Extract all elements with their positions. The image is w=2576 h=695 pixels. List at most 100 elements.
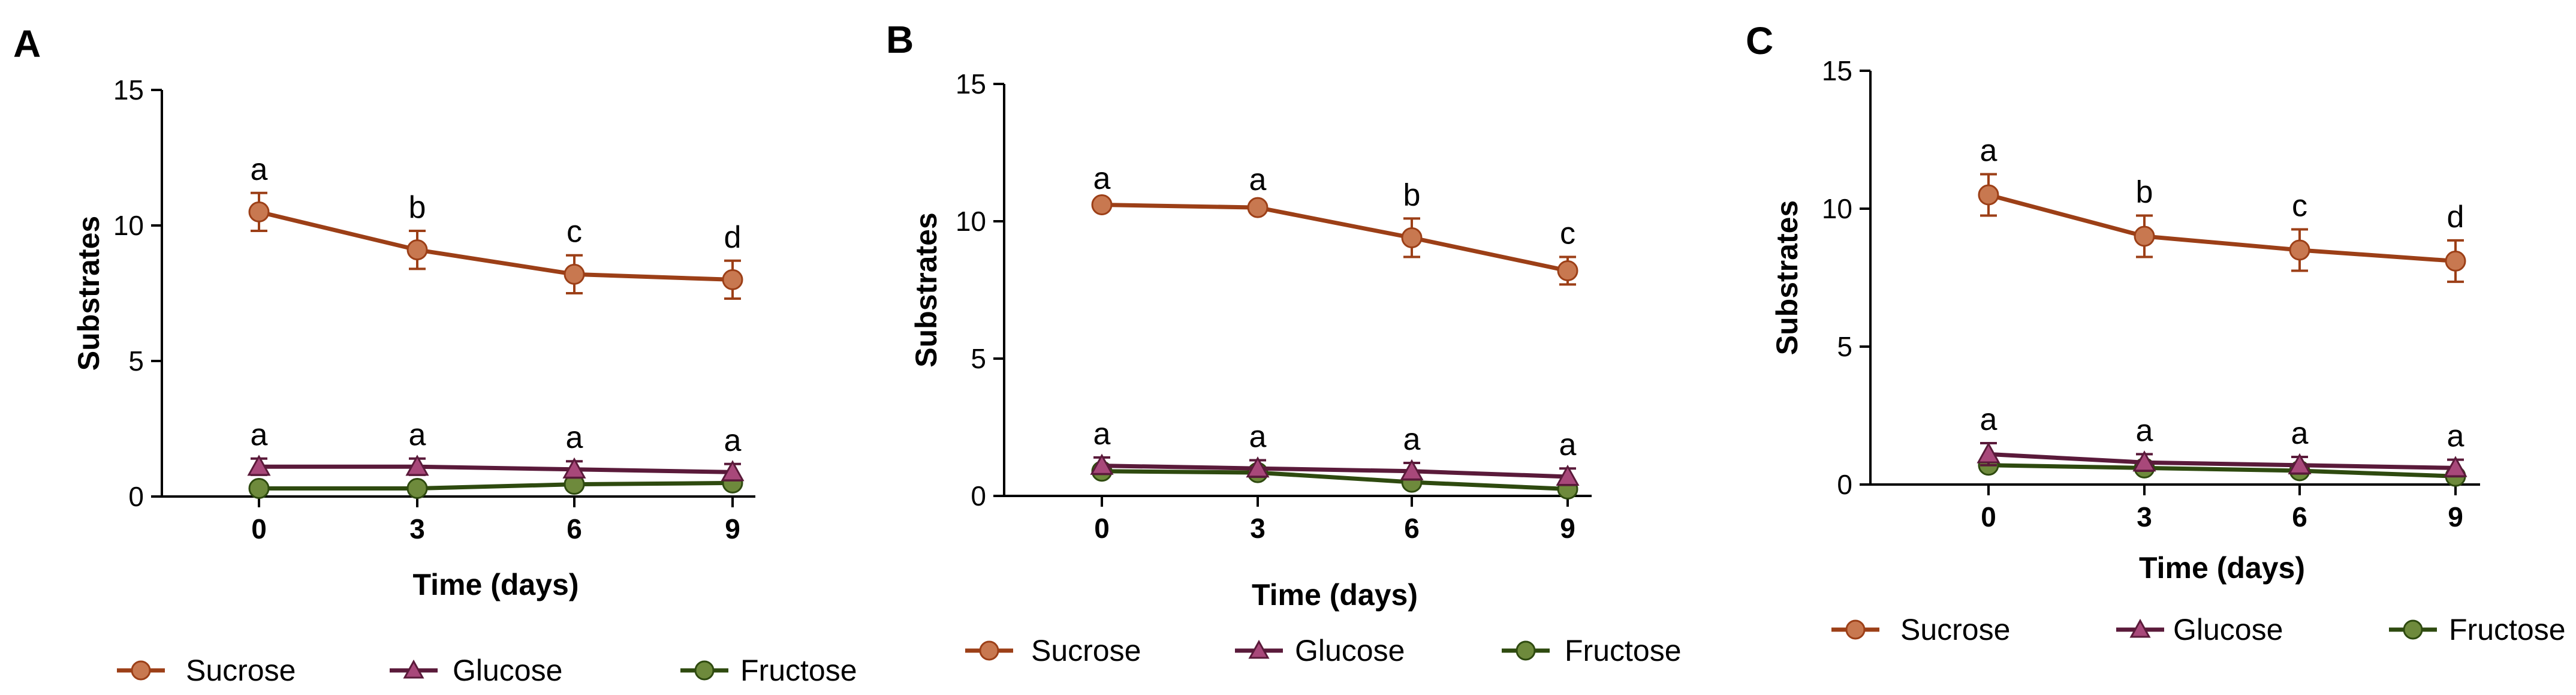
legend-marker	[1845, 619, 1866, 640]
data-point	[2445, 250, 2466, 272]
significance-label: a	[409, 418, 426, 453]
data-point	[2134, 225, 2155, 247]
data-point	[1977, 442, 2000, 464]
chart-panel-a: A 0 5 10 15 0 3 6 9 Time (days) Substrates a a a a a b c d…	[13, 22, 857, 687]
data-point	[1401, 227, 1423, 248]
legend-marker	[2403, 619, 2423, 640]
series-line	[259, 464, 733, 474]
series-sucrose: a b c d	[1978, 134, 2466, 283]
data-point	[405, 455, 429, 476]
series-line	[259, 480, 733, 491]
significance-label: a	[1980, 402, 1997, 437]
panel-letter: C	[1746, 19, 1773, 62]
legend-marker	[1516, 640, 1536, 661]
y-tick-label: 15	[1822, 55, 1852, 86]
significance-label: c	[1560, 216, 1575, 251]
significance-label: a	[1093, 417, 1111, 452]
significance-label: d	[724, 220, 742, 255]
significance-label: a	[2447, 419, 2464, 454]
y-tick-label: 0	[971, 480, 986, 512]
x-axis-title: Time (days)	[2139, 551, 2305, 585]
significance-label: a	[1980, 134, 1997, 169]
legend-marker	[131, 660, 151, 681]
data-point	[1247, 197, 1269, 218]
legend-label: Fructose	[1565, 634, 1682, 667]
legend-item-glucose: Glucose	[390, 654, 562, 687]
x-tick-label: 0	[1981, 501, 1996, 532]
x-tick-label: 9	[725, 513, 740, 544]
x-tick-label: 3	[2137, 501, 2152, 532]
data-point	[2288, 453, 2312, 474]
legend-item-glucose: Glucose	[2116, 613, 2283, 646]
data-point	[1091, 194, 1113, 216]
series-fructose	[248, 472, 743, 499]
series-sucrose: a a b c	[1091, 161, 1578, 286]
significance-label: a	[566, 420, 583, 455]
legend-item-glucose: Glucose	[1235, 634, 1405, 667]
significance-label: a	[1249, 163, 1267, 197]
data-point	[406, 239, 428, 261]
legend-label: Glucose	[453, 654, 562, 687]
data-point	[1557, 260, 1578, 281]
significance-label: b	[409, 190, 426, 225]
significance-label: c	[567, 215, 582, 249]
legend-label: Sucrose	[1900, 613, 2010, 646]
data-point	[2444, 456, 2467, 477]
y-axis-title: Substrates	[1770, 200, 1804, 355]
legend-item-fructose: Fructose	[2389, 613, 2566, 646]
legend: Sucrose Glucose Fructose	[965, 634, 1682, 667]
data-point	[562, 457, 586, 479]
significance-label: d	[2447, 200, 2464, 234]
y-axis-title: Substrates	[909, 212, 943, 367]
data-point	[248, 201, 270, 222]
significance-label: a	[1249, 419, 1267, 454]
legend: Sucrose Glucose Fructose	[117, 654, 857, 687]
x-tick-label: 9	[1560, 513, 1575, 544]
significance-label: c	[2292, 189, 2307, 224]
legend-item-sucrose: Sucrose	[117, 654, 296, 687]
legend-marker	[403, 659, 424, 679]
y-tick-label: 0	[128, 481, 144, 512]
data-point	[1090, 453, 1114, 475]
legend: Sucrose Glucose Fructose	[1831, 613, 2566, 646]
legend-label: Sucrose	[1031, 634, 1141, 667]
legend-label: Sucrose	[186, 654, 296, 687]
data-point	[564, 263, 585, 285]
y-axis-title: Substrates	[72, 216, 106, 371]
data-point	[1246, 456, 1270, 478]
x-tick-label: 3	[1250, 513, 1266, 544]
data-point	[2132, 450, 2156, 472]
data-point	[1556, 464, 1580, 486]
y-tick-label: 5	[971, 343, 986, 374]
series-line	[1988, 463, 2456, 479]
legend-label: Glucose	[1295, 634, 1405, 667]
data-point	[406, 477, 428, 499]
x-tick-label: 6	[567, 513, 582, 544]
y-tick-label: 0	[1837, 469, 1852, 500]
legend-label: Fructose	[2449, 613, 2566, 646]
y-tick-label: 15	[113, 74, 144, 106]
panel-letter: A	[13, 22, 41, 65]
significance-label: a	[1403, 422, 1421, 457]
data-point	[248, 477, 270, 499]
series-line	[258, 209, 733, 282]
legend-label: Glucose	[2173, 613, 2283, 646]
significance-label: a	[1559, 428, 1577, 462]
legend-item-sucrose: Sucrose	[1831, 613, 2010, 646]
series-line	[1988, 192, 2456, 263]
data-point	[721, 460, 745, 482]
significance-label: a	[251, 418, 268, 453]
significance-label: b	[1403, 177, 1421, 212]
y-tick-label: 10	[1822, 193, 1852, 224]
panel-letter: B	[886, 18, 914, 61]
data-point	[1978, 184, 1999, 206]
legend-item-fructose: Fructose	[1502, 634, 1682, 667]
chart-panel-c: C 0 5 10 15 0 3 6 9 Time (days) Substrates a a a a a b c d…	[1746, 19, 2566, 646]
x-tick-label: 0	[251, 513, 267, 544]
x-tick-label: 3	[409, 513, 425, 544]
legend-item-fructose: Fructose	[680, 654, 857, 687]
data-point	[1400, 459, 1424, 480]
legend-marker	[694, 660, 715, 681]
